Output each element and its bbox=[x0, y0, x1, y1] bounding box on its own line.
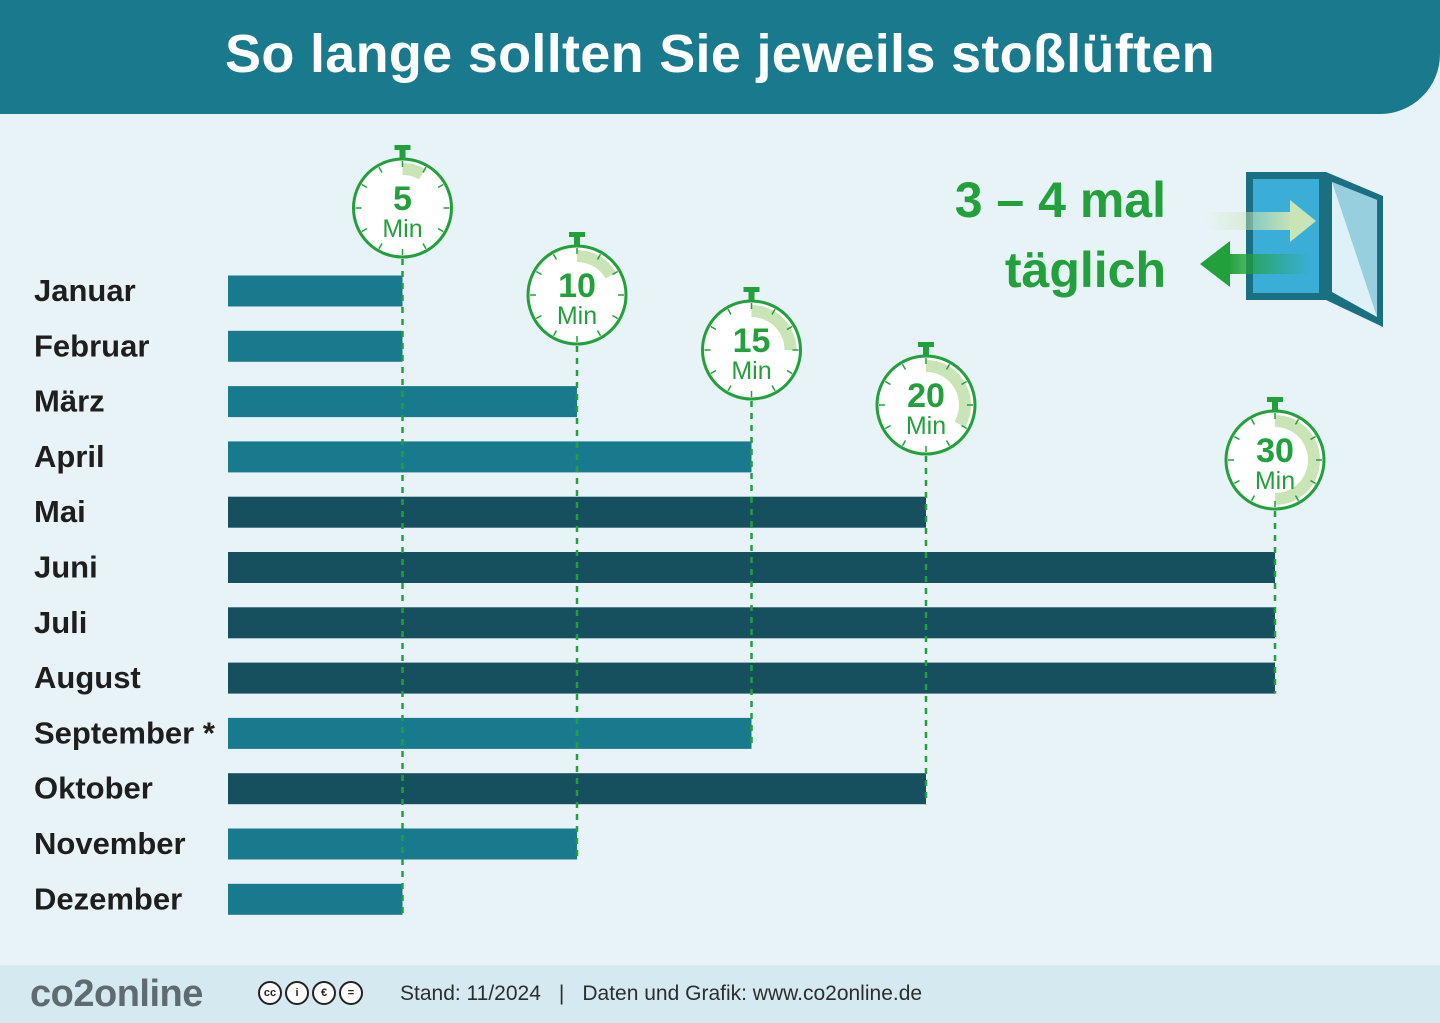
month-label: September * bbox=[34, 715, 216, 750]
timer-unit: Min bbox=[382, 215, 422, 243]
bar-6 bbox=[228, 552, 1275, 583]
month-label: Januar bbox=[34, 273, 136, 308]
bar-5 bbox=[228, 496, 926, 528]
chart-area: Januar Februar März April Mai Juni Juli August S… bbox=[34, 145, 1383, 916]
timer-value-15: 15 bbox=[733, 322, 771, 360]
footer: co2online cc i € = Stand: 11/2024 | Date… bbox=[0, 965, 1440, 1023]
timer-value-30: 30 bbox=[1256, 432, 1294, 470]
arrow-out-icon bbox=[1200, 241, 1310, 287]
bar-12 bbox=[228, 883, 403, 915]
bar-4 bbox=[228, 441, 752, 473]
nc-icon: € bbox=[312, 981, 336, 1005]
cc-icon: cc bbox=[258, 981, 282, 1005]
stand-date: Stand: 11/2024 bbox=[400, 982, 541, 1005]
by-icon: i bbox=[285, 981, 309, 1005]
month-label: November bbox=[34, 826, 186, 861]
timer-unit: Min bbox=[557, 302, 597, 330]
co2online-logo[interactable]: co2online bbox=[30, 973, 203, 1015]
license-icons: cc i € = bbox=[258, 981, 363, 1005]
month-label: März bbox=[34, 384, 105, 419]
bar-11 bbox=[228, 828, 577, 860]
month-label: Dezember bbox=[34, 881, 182, 916]
month-label: Februar bbox=[34, 328, 149, 363]
month-label: April bbox=[34, 439, 105, 474]
window-icon bbox=[1200, 172, 1383, 327]
bar-10 bbox=[228, 773, 926, 805]
bar-3 bbox=[228, 386, 577, 418]
nd-icon: = bbox=[339, 981, 363, 1005]
header-banner: So lange sollten Sie jeweils stoßlüften bbox=[0, 0, 1440, 114]
month-label: Oktober bbox=[34, 771, 153, 806]
source-link[interactable]: Daten und Grafik: www.co2online.de bbox=[582, 982, 923, 1005]
timer-value-10: 10 bbox=[558, 267, 596, 305]
timer-value-20: 20 bbox=[907, 377, 945, 415]
timer-value-5: 5 bbox=[393, 180, 412, 218]
month-label: Mai bbox=[34, 494, 86, 529]
footer-text: Stand: 11/2024 | Daten und Grafik: www.c… bbox=[400, 982, 922, 1006]
timer-unit: Min bbox=[731, 357, 771, 385]
month-label: Juli bbox=[34, 605, 87, 640]
timer-unit: Min bbox=[1255, 467, 1295, 495]
month-label: Juni bbox=[34, 550, 98, 585]
bar-2 bbox=[228, 330, 403, 362]
page-title: So lange sollten Sie jeweils stoßlüften bbox=[225, 24, 1215, 84]
frequency-line2: täglich bbox=[1005, 242, 1166, 298]
frequency-line1: 3 – 4 mal bbox=[955, 172, 1166, 228]
bar-1 bbox=[228, 275, 403, 307]
month-label: August bbox=[34, 660, 141, 695]
footer-separator: | bbox=[558, 982, 565, 1005]
arrow-in-icon bbox=[1205, 200, 1316, 242]
bar-9 bbox=[228, 717, 752, 749]
timer-unit: Min bbox=[906, 412, 946, 440]
